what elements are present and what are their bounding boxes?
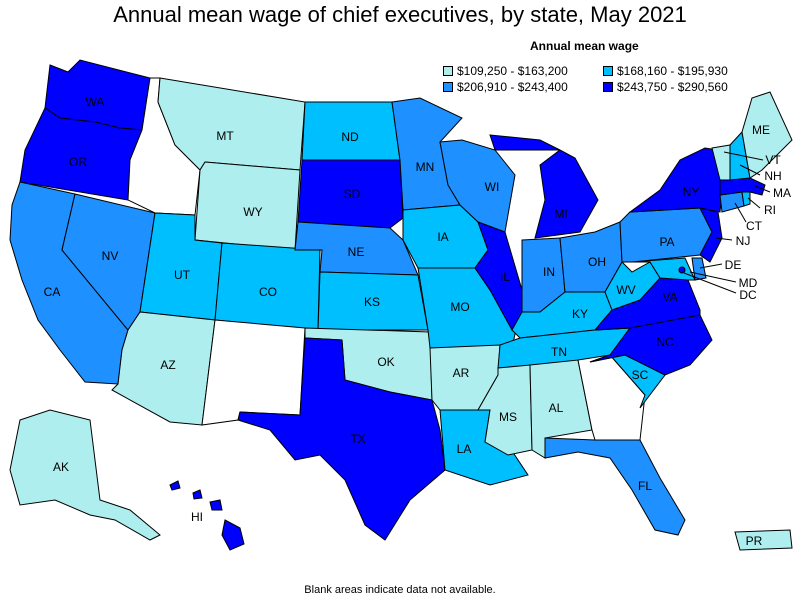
label-wv: WV — [616, 283, 635, 297]
map-title: Annual mean wage of chief executives, by… — [113, 2, 687, 27]
legend-label-4: $243,750 - $290,560 — [617, 80, 728, 94]
legend-item-2: $168,160 - $195,930 — [603, 64, 728, 78]
state-ny[interactable] — [628, 147, 723, 213]
state-labels: WA OR CA NV MT WY UT AZ CO ND SD NE KS O… — [44, 95, 791, 548]
state-pr[interactable] — [734, 529, 793, 551]
label-mo: MO — [450, 300, 469, 314]
leader-md — [689, 271, 737, 283]
label-ky: KY — [572, 307, 588, 321]
label-mn: MN — [416, 160, 435, 174]
label-mt: MT — [216, 129, 234, 143]
legend-title: Annual mean wage — [530, 39, 639, 53]
label-de: DE — [725, 258, 742, 272]
legend-item-4: $243,750 - $290,560 — [603, 80, 728, 94]
label-wa: WA — [86, 95, 105, 109]
label-az: AZ — [160, 358, 175, 372]
legend-label-2: $168,160 - $195,930 — [617, 64, 728, 78]
leader-de — [699, 263, 723, 269]
label-ms: MS — [499, 410, 517, 424]
legend-item-3: $206,910 - $243,400 — [443, 80, 568, 94]
label-tx: TX — [350, 432, 365, 446]
legend-item-1: $109,250 - $163,200 — [443, 64, 568, 78]
label-sc: SC — [632, 368, 649, 382]
state-fl[interactable] — [544, 437, 686, 536]
label-ak: AK — [53, 460, 69, 474]
state-ak[interactable] — [9, 409, 161, 541]
legend-swatch-3 — [443, 82, 453, 92]
state-nm[interactable] — [201, 319, 306, 426]
label-va: VA — [662, 290, 677, 304]
legend-swatch-4 — [603, 82, 613, 92]
label-la: LA — [457, 442, 472, 456]
label-dc: DC — [739, 288, 757, 302]
state-sd[interactable] — [297, 159, 404, 229]
label-mi: MI — [554, 207, 567, 221]
leader-ct — [734, 202, 747, 223]
label-ny: NY — [683, 185, 700, 199]
legend-swatch-2 — [603, 66, 613, 76]
label-nc: NC — [656, 335, 674, 349]
label-nh: NH — [764, 169, 781, 183]
label-wy: WY — [243, 205, 262, 219]
label-pr: PR — [746, 534, 763, 548]
label-in: IN — [543, 265, 555, 279]
leader-vt — [723, 151, 764, 161]
state-dc[interactable] — [678, 266, 686, 274]
state-md[interactable] — [631, 257, 696, 281]
label-nd: ND — [341, 130, 359, 144]
label-ar: AR — [453, 366, 470, 380]
state-ma[interactable] — [719, 177, 766, 196]
label-hi: HI — [191, 510, 203, 524]
label-wi: WI — [485, 180, 500, 194]
label-or: OR — [69, 155, 87, 169]
label-il: IL — [500, 270, 510, 284]
state-nc[interactable] — [589, 314, 713, 376]
label-vt: VT — [765, 153, 781, 167]
legend-label-3: $206,910 - $243,400 — [457, 80, 568, 94]
state-mi[interactable] — [489, 134, 599, 239]
label-ne: NE — [348, 245, 365, 259]
state-hi[interactable] — [169, 480, 245, 551]
label-ri: RI — [764, 203, 776, 217]
legend-label-1: $109,250 - $163,200 — [457, 64, 568, 78]
label-me: ME — [752, 123, 770, 137]
label-tn: TN — [551, 345, 567, 359]
leader-nj — [715, 237, 733, 241]
label-md: MD — [739, 276, 758, 290]
label-ut: UT — [174, 268, 191, 282]
leader-ri — [747, 197, 761, 209]
state-tx[interactable] — [237, 337, 446, 541]
footnote: Blank areas indicate data not available. — [304, 584, 496, 596]
label-ma: MA — [773, 186, 791, 200]
label-co: CO — [259, 285, 277, 299]
label-ct: CT — [746, 219, 763, 233]
label-nj: NJ — [736, 234, 751, 248]
label-pa: PA — [659, 235, 674, 249]
leader-dc — [683, 272, 737, 294]
label-ca: CA — [44, 285, 61, 299]
label-al: AL — [549, 401, 564, 415]
label-ia: IA — [437, 230, 448, 244]
label-ks: KS — [364, 295, 380, 309]
label-fl: FL — [638, 479, 652, 493]
label-nv: NV — [102, 249, 119, 263]
legend-swatch-1 — [443, 66, 453, 76]
leader-ma — [754, 185, 771, 193]
leader-nh — [739, 164, 761, 176]
label-sd: SD — [344, 187, 361, 201]
state-me[interactable] — [741, 91, 793, 179]
label-oh: OH — [588, 255, 606, 269]
label-ok: OK — [377, 355, 394, 369]
